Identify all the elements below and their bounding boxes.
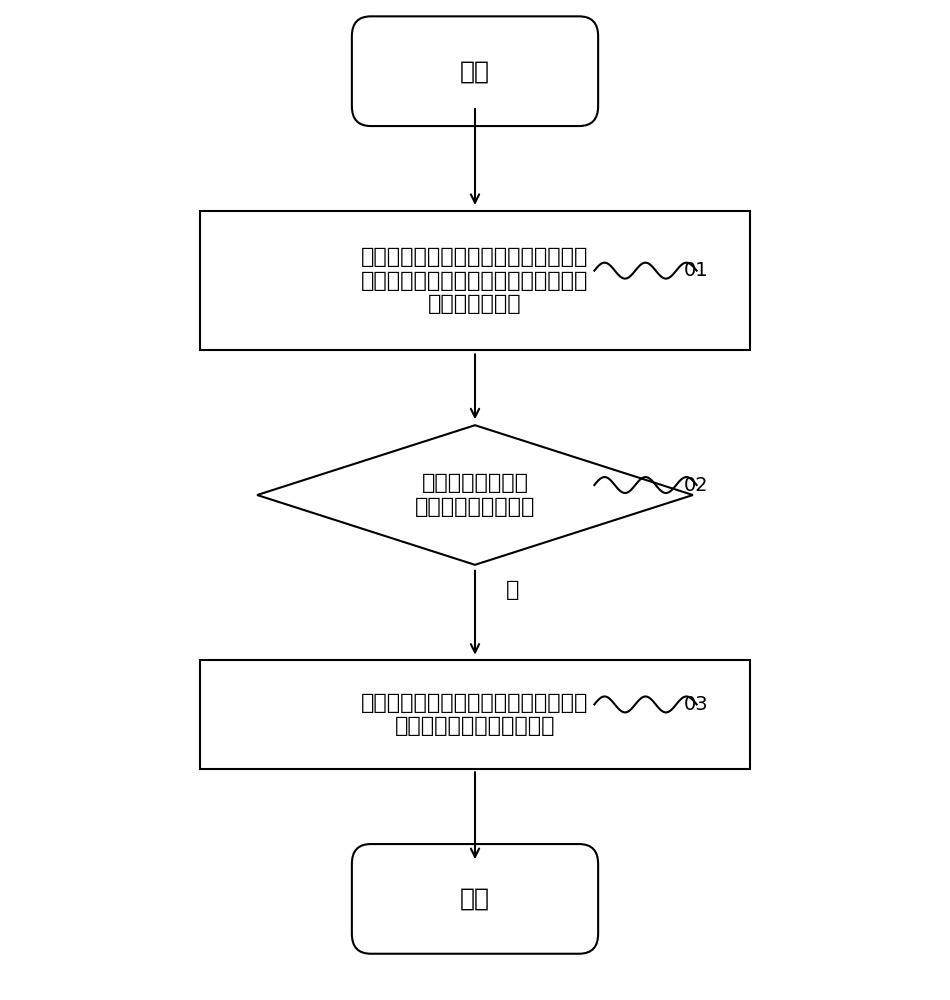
Text: 开始: 开始 (460, 59, 490, 83)
Text: 根据预设切换区间控制第二摄像头启动
以获取被摄场景的成像参数: 根据预设切换区间控制第二摄像头启动 以获取被摄场景的成像参数 (361, 693, 589, 736)
Text: 根据当前变焦倍数控制与当前变焦倍数
对应的第一摄像头进行工作以获取被摄
场景的预览图像: 根据当前变焦倍数控制与当前变焦倍数 对应的第一摄像头进行工作以获取被摄 场景的预… (361, 247, 589, 314)
FancyBboxPatch shape (352, 844, 598, 954)
FancyBboxPatch shape (200, 211, 750, 350)
Text: 结束: 结束 (460, 887, 490, 911)
Text: 03: 03 (683, 695, 708, 714)
Text: 01: 01 (683, 261, 708, 280)
Text: 当前变焦倍数是否
处于预设切换区间内: 当前变焦倍数是否 处于预设切换区间内 (415, 473, 535, 517)
FancyBboxPatch shape (352, 16, 598, 126)
FancyBboxPatch shape (200, 660, 750, 769)
Polygon shape (257, 425, 693, 565)
Text: 02: 02 (683, 476, 708, 495)
Text: 是: 是 (506, 580, 520, 600)
